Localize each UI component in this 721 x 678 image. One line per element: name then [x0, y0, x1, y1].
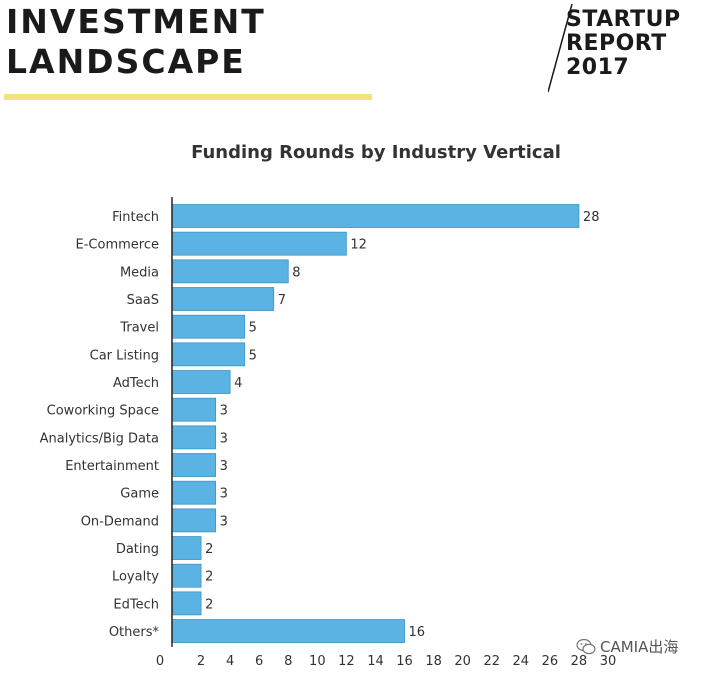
- category-label: SaaS: [127, 293, 159, 308]
- x-tick-label: 28: [571, 654, 588, 669]
- value-label: 3: [220, 514, 228, 529]
- x-tick-label: 8: [284, 654, 292, 669]
- bar-analytics-big-data: [171, 425, 216, 450]
- bar-media: [171, 259, 289, 284]
- x-tick-label: 6: [255, 654, 263, 669]
- category-label: Analytics/Big Data: [40, 431, 159, 446]
- x-tick-label: 12: [338, 654, 355, 669]
- report-line-3: 2017: [566, 55, 630, 80]
- bar-e-commerce: [171, 231, 347, 256]
- bar-edtech: [171, 591, 202, 616]
- watermark: CAMIA出海: [576, 636, 678, 657]
- value-label: 5: [249, 348, 257, 363]
- category-label: Entertainment: [65, 459, 159, 474]
- category-label: Loyalty: [112, 570, 159, 585]
- value-label: 2: [205, 597, 213, 612]
- value-label: 3: [220, 487, 228, 502]
- value-label: 8: [292, 265, 300, 280]
- value-label: 2: [205, 570, 213, 585]
- value-label: 5: [249, 321, 257, 336]
- value-label: 3: [220, 404, 228, 419]
- x-tick-label: 14: [367, 654, 384, 669]
- x-tick-label: 10: [309, 654, 326, 669]
- category-label: Media: [120, 265, 159, 280]
- bar-entertainment: [171, 453, 216, 477]
- report-slash-divider: [548, 4, 573, 93]
- x-tick-label: 2: [197, 654, 205, 669]
- value-label: 16: [409, 625, 426, 640]
- page-title-line-1: INVESTMENT: [6, 2, 266, 41]
- x-tick-label: 20: [454, 654, 471, 669]
- bar-fintech: [171, 204, 580, 228]
- bar-dating: [171, 536, 202, 560]
- report-badge: STARTUP REPORT 2017: [566, 8, 681, 80]
- category-label: EdTech: [113, 597, 159, 612]
- page-title-line-2: LANDSCAPE: [6, 42, 246, 81]
- category-labels-group: Fintech E-Commerce Media SaaS Travel Car List…: [40, 210, 160, 640]
- report-line-1: STARTUP: [566, 7, 681, 32]
- x-tick-label: 24: [513, 654, 530, 669]
- bars-group: [171, 204, 580, 643]
- category-label: Dating: [116, 542, 159, 557]
- x-tick-label: 0: [156, 654, 164, 669]
- bar-on-demand: [171, 508, 216, 533]
- value-label: 28: [583, 210, 600, 225]
- category-label: E-Commerce: [76, 238, 159, 253]
- value-label: 4: [234, 376, 242, 391]
- category-label: On-Demand: [81, 514, 159, 529]
- x-tick-label: 4: [226, 654, 234, 669]
- category-label: AdTech: [113, 376, 159, 391]
- value-label: 7: [278, 293, 286, 308]
- x-tick-label: 18: [425, 654, 442, 669]
- wechat-icon: [576, 638, 596, 654]
- bar-coworking-space: [171, 397, 216, 422]
- x-tick-labels-group: 0 2 4 6 8 10 12 14 16 18 20 22 24 26 28 30: [156, 654, 616, 669]
- category-label: Car Listing: [90, 348, 159, 363]
- x-tick-label: 30: [600, 654, 617, 669]
- report-line-2: REPORT: [566, 31, 667, 56]
- x-tick-label: 16: [396, 654, 413, 669]
- page-title: INVESTMENT LANDSCAPE: [6, 2, 266, 82]
- category-label: Travel: [119, 321, 159, 336]
- value-label: 3: [220, 431, 228, 446]
- title-underline: [4, 94, 372, 100]
- x-tick-label: 22: [483, 654, 500, 669]
- bar-car-listing: [171, 342, 246, 367]
- value-label: 12: [350, 238, 367, 253]
- category-label: Game: [120, 487, 159, 502]
- chart-title: Funding Rounds by Industry Vertical: [191, 142, 561, 163]
- x-tick-label: 26: [542, 654, 559, 669]
- category-label: Coworking Space: [47, 404, 159, 419]
- bar-loyalty: [171, 563, 202, 588]
- bar-game: [171, 480, 216, 505]
- bar-others-: [171, 619, 405, 643]
- category-label: Fintech: [112, 210, 159, 225]
- value-label: 2: [205, 542, 213, 557]
- watermark-text: CAMIA出海: [600, 638, 679, 656]
- bar-travel: [171, 314, 246, 339]
- category-label: Others*: [109, 625, 160, 640]
- bar-saas: [171, 287, 275, 311]
- value-label: 3: [220, 459, 228, 474]
- bar-adtech: [171, 370, 231, 394]
